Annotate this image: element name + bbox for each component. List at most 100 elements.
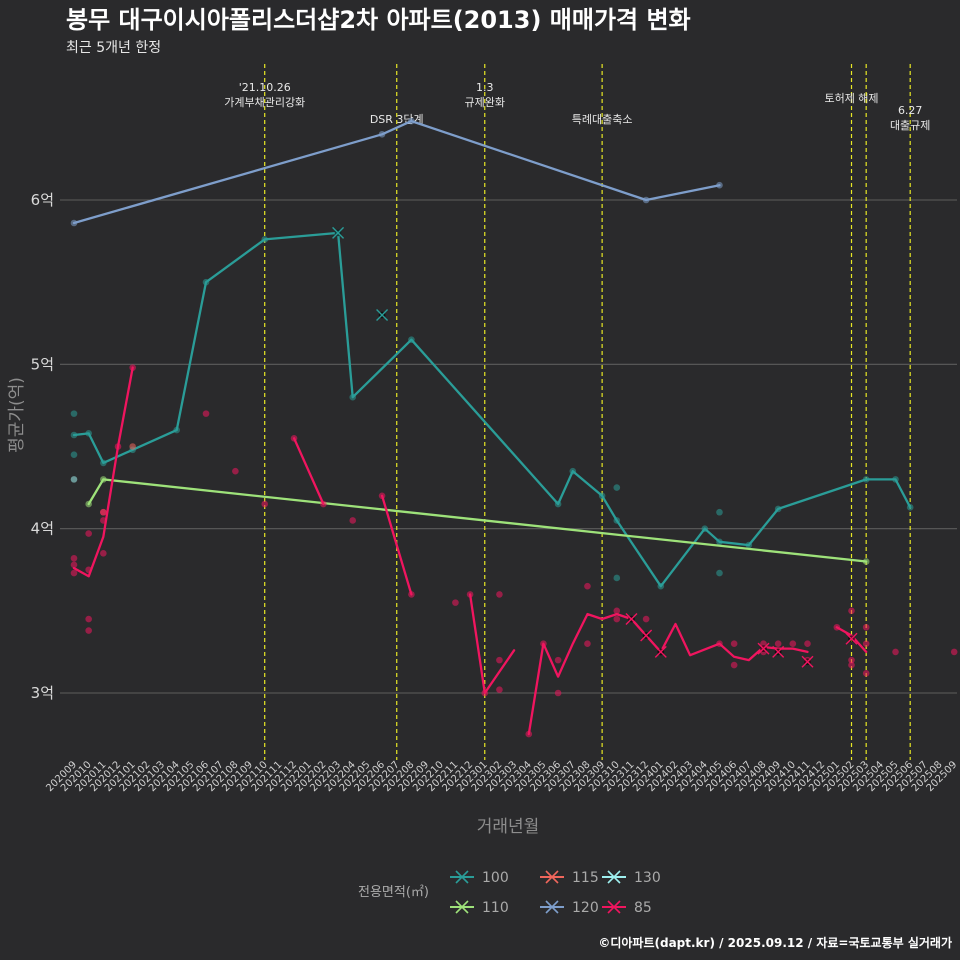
point-85	[730, 640, 738, 647]
point-100	[716, 569, 723, 577]
point-85	[85, 615, 92, 623]
cross-marker-stroke	[801, 655, 814, 668]
legend-swatch-cross	[607, 900, 621, 914]
cross-marker-stroke	[772, 645, 785, 658]
point-85	[774, 640, 782, 647]
point-85	[613, 607, 621, 615]
point-100	[716, 508, 723, 516]
point-85	[85, 530, 92, 537]
event-label: 가계부채관리강화	[224, 96, 305, 109]
y-tick-label: 6억	[31, 191, 54, 209]
point-85	[496, 591, 503, 598]
series-120	[70, 117, 723, 227]
event-label: 규제완화	[465, 96, 505, 109]
event-label: 대출규제	[890, 119, 930, 132]
y-tick-label: 5억	[31, 355, 54, 373]
legend-label: 130	[634, 870, 661, 886]
line-85	[292, 437, 325, 506]
event-label: DSR 3단계	[370, 113, 424, 126]
legend-label: 110	[482, 900, 509, 916]
point-100	[70, 451, 78, 459]
legend-item-120: 120	[540, 900, 599, 916]
legend-item-110: 110	[450, 900, 509, 916]
point-85	[554, 689, 562, 697]
point-85	[496, 656, 503, 664]
point-85	[950, 648, 958, 656]
legend-swatch-cross	[545, 870, 559, 884]
point-85	[730, 661, 738, 669]
legend-label: 85	[634, 900, 652, 916]
chart-caption: ©디아파트(dapt.kr) / 2025.09.12 / 자료=국토교통부 실…	[598, 935, 952, 950]
legend-swatch-cross	[455, 870, 469, 884]
cross-marker-stroke	[332, 226, 345, 239]
legend-swatch-cross	[455, 900, 469, 914]
legend-title: 전용면적(㎡)	[358, 885, 429, 900]
chart-title: 봉무 대구이시아폴리스더샵2차 아파트(2013) 매매가격 변화	[66, 6, 691, 34]
point-85	[261, 500, 269, 508]
series-85	[70, 364, 958, 738]
point-85	[70, 554, 78, 562]
point-85	[642, 615, 650, 623]
legend-label: 120	[572, 900, 599, 916]
legend-item-85: 85	[602, 900, 652, 916]
line-85	[380, 494, 413, 596]
event-label: 토허제 해제	[824, 91, 878, 105]
gridlines	[60, 199, 957, 694]
point-100	[613, 574, 621, 582]
y-tick-label: 3억	[31, 684, 54, 702]
line-100	[72, 231, 912, 588]
legend-label: 100	[482, 870, 509, 886]
legend-item-100: 100	[450, 870, 509, 886]
point-85	[85, 627, 92, 634]
legend-item-115: 115	[540, 870, 599, 886]
point-85	[554, 656, 562, 664]
cross-marker-stroke	[654, 645, 667, 658]
point-85	[789, 640, 797, 647]
point-85	[862, 640, 870, 647]
point-85	[613, 615, 621, 623]
point-100	[613, 484, 621, 491]
legend-swatch-cross	[607, 870, 621, 884]
series-130	[70, 476, 78, 483]
series-110	[85, 476, 870, 565]
point-85	[584, 640, 591, 647]
point-85	[232, 467, 239, 475]
point-85	[349, 517, 357, 524]
point-130	[70, 476, 78, 483]
legend: 100 110 115 120 130 85	[450, 870, 661, 916]
point-85	[848, 607, 855, 615]
cross-marker-stroke	[757, 642, 770, 655]
point-115	[129, 443, 136, 450]
series-100	[70, 226, 914, 590]
cross-marker-stroke	[845, 632, 858, 645]
point-85	[862, 669, 870, 677]
event-label: 6.27	[898, 104, 923, 117]
point-85	[100, 508, 107, 516]
chart-subtitle: 최근 5개년 한정	[66, 40, 161, 56]
cross-marker-stroke	[640, 629, 653, 642]
point-85	[496, 686, 503, 694]
point-85	[70, 569, 78, 577]
data-series	[70, 117, 958, 738]
line-110	[87, 478, 868, 563]
x-axis-label: 거래년월	[477, 817, 540, 837]
x-axis-ticks: 2020092020102020112020122021012021022021…	[44, 759, 959, 794]
point-85	[848, 661, 855, 669]
y-axis-ticks: 3억 4억 5억 6억	[31, 191, 54, 702]
point-85	[70, 561, 78, 569]
legend-item-130: 130	[602, 870, 661, 886]
point-85	[848, 656, 855, 664]
line-120	[72, 119, 721, 225]
event-label: 1.3	[476, 81, 494, 94]
event-label: 특례대출축소	[572, 113, 633, 126]
point-85	[452, 599, 459, 606]
line-85	[72, 366, 134, 578]
legend-label: 115	[572, 870, 599, 886]
point-100	[70, 410, 78, 417]
point-85	[892, 648, 899, 656]
cross-marker-stroke	[625, 613, 638, 626]
point-85	[760, 640, 767, 647]
event-label: '21.10.26	[239, 81, 291, 94]
